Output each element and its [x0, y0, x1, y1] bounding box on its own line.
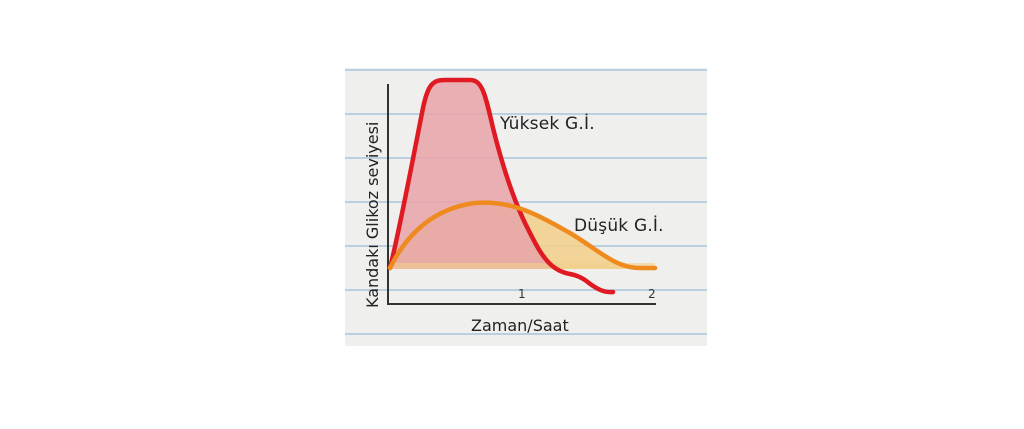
- x-tick-2: 2: [648, 287, 656, 301]
- high-gi-label: Yüksek G.İ.: [500, 114, 595, 134]
- x-tick-1: 1: [518, 287, 526, 301]
- low-gi-label: Düşük G.İ.: [574, 216, 664, 236]
- baseline-band: [390, 263, 655, 269]
- y-axis-label: Kandakı Glikoz seviyesi: [363, 121, 382, 308]
- glycemic-index-chart: Yüksek G.İ. Düşük G.İ. 1 2 Zaman/Saat Ka…: [345, 68, 707, 346]
- low-gi-line: [387, 200, 658, 271]
- x-axis-label: Zaman/Saat: [471, 316, 569, 335]
- high-gi-area: [390, 80, 550, 269]
- high-gi-line: [387, 77, 616, 295]
- chart-canvas: [345, 69, 707, 335]
